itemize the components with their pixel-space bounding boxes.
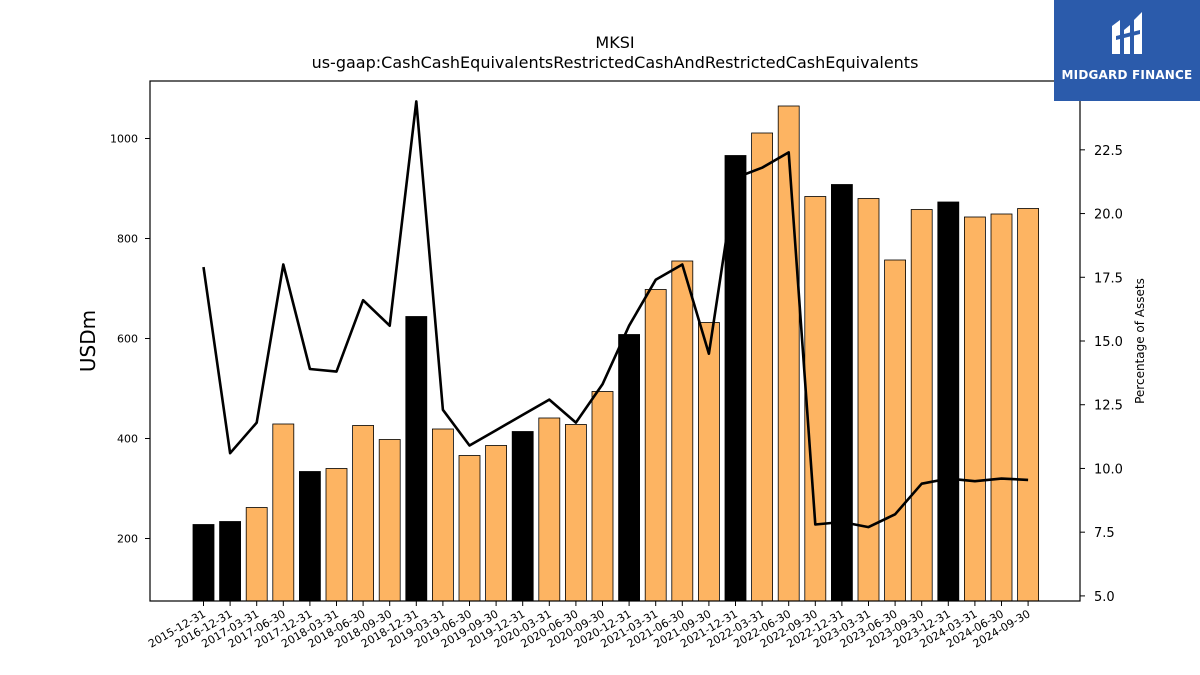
bar-2019-03-31 <box>431 428 454 602</box>
bar-2015-12-31 <box>192 524 215 602</box>
y2-tick-label-15: 15.0 <box>1094 335 1123 350</box>
bar-2018-03-31 <box>325 468 348 602</box>
y-axis-label: USDm <box>76 310 100 372</box>
midgard-finance-logo: MIDGARD FINANCE <box>1054 0 1200 101</box>
bar-2022-03-31 <box>751 132 773 602</box>
y2-axis-label: Percentage of Assets <box>1133 278 1147 404</box>
percentage-line <box>202 100 1029 529</box>
y-tick-label-600: 600 <box>117 333 138 346</box>
y-tick-label-1000: 1000 <box>110 133 138 146</box>
y-axis-left: 200 400 600 800 1000 <box>110 133 150 546</box>
bar-2024-03-31 <box>964 216 986 602</box>
chart-subtitle: us-gaap:CashCashEquivalentsRestrictedCas… <box>311 53 919 72</box>
bar-2023-09-30 <box>910 209 933 602</box>
bar-2018-12-31 <box>405 316 428 602</box>
y2-tick-label-10: 10.0 <box>1094 462 1123 477</box>
chart-title: MKSI <box>595 33 635 52</box>
y-tick-label-200: 200 <box>117 533 138 546</box>
bar-2023-06-30 <box>884 259 906 602</box>
bar-2024-06-30 <box>990 213 1013 602</box>
bar-2019-09-30 <box>485 445 508 602</box>
y2-tick-label-5: 5.0 <box>1094 590 1115 605</box>
bar-2022-06-30 <box>777 105 800 602</box>
bar-2022-09-30 <box>804 196 827 602</box>
bar-2021-09-30 <box>698 322 720 602</box>
bar-2020-12-31 <box>618 334 640 602</box>
bar-2019-06-30 <box>458 455 481 602</box>
bar-2019-12-31 <box>511 431 534 602</box>
logo-text: MIDGARD FINANCE <box>1061 68 1193 82</box>
bar-series <box>192 105 1039 602</box>
bar-2016-12-31 <box>219 521 242 602</box>
y2-tick-label-12.5: 12.5 <box>1094 399 1123 414</box>
bar-2018-06-30 <box>352 425 375 602</box>
y-tick-label-800: 800 <box>117 233 138 246</box>
bar-2017-03-31 <box>245 507 268 602</box>
y-axis-right: 5.0 7.5 10.0 12.5 15.0 17.5 20.0 22.5 <box>1080 144 1123 605</box>
bar-2020-09-30 <box>591 391 614 602</box>
bar-2021-03-31 <box>644 289 667 602</box>
y-tick-label-400: 400 <box>117 433 138 446</box>
bar-2017-12-31 <box>298 471 321 602</box>
bar-2020-06-30 <box>565 424 587 602</box>
y2-tick-label-20: 20.0 <box>1094 208 1123 223</box>
bar-2021-06-30 <box>671 260 694 602</box>
line-series <box>202 100 1029 529</box>
bar-2017-06-30 <box>272 423 295 602</box>
bar-2022-12-31 <box>831 184 853 602</box>
y2-tick-label-22.5: 22.5 <box>1094 144 1123 159</box>
y2-tick-label-7.5: 7.5 <box>1094 526 1115 541</box>
midgard-logo-icon <box>1112 12 1142 54</box>
bar-2024-09-30 <box>1017 208 1039 602</box>
bar-2023-12-31 <box>937 201 960 602</box>
bar-2020-03-31 <box>538 417 561 602</box>
y2-tick-label-17.5: 17.5 <box>1094 271 1123 286</box>
bar-2018-09-30 <box>378 439 401 602</box>
bar-2023-03-31 <box>857 198 880 602</box>
x-axis: 2015-12-312016-12-312017-03-312017-06-30… <box>146 601 1033 651</box>
